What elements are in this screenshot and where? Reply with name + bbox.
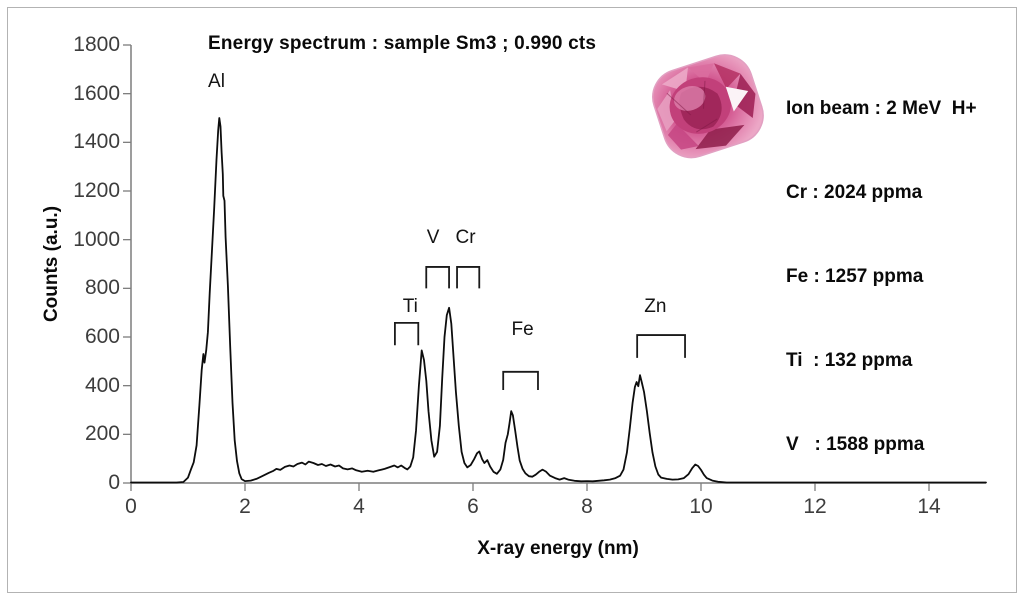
peak-bracket-v — [425, 266, 450, 289]
info-line-v: V : 1588 ppma — [786, 434, 925, 455]
x-tick-label: 8 — [581, 495, 593, 518]
peak-label-al: Al — [208, 70, 225, 92]
y-tick-label: 200 — [84, 422, 120, 446]
y-tick-label: 1800 — [73, 33, 120, 56]
y-tick-label: 1400 — [73, 130, 120, 154]
y-axis-title: Counts (a.u.) — [41, 205, 62, 323]
x-tick-label: 12 — [803, 495, 827, 518]
x-axis-title: X-ray energy (nm) — [477, 538, 639, 559]
gemstone-image — [652, 54, 764, 159]
peak-bracket-fe — [502, 370, 539, 391]
info-line-ion-beam: Ion beam : 2 MeV H+ — [786, 98, 977, 119]
ion-beam-info-panel: Ion beam : 2 MeV H+ Cr : 2024 ppma Fe : … — [786, 39, 977, 515]
y-tick-label: 1200 — [73, 179, 120, 202]
peak-label-ti: Ti — [402, 295, 418, 317]
peak-bracket-ti — [394, 321, 420, 346]
y-tick-label: 1000 — [73, 227, 120, 251]
y-tick-label: 600 — [84, 325, 120, 348]
chart-title: Energy spectrum : sample Sm3 ; 0.990 cts — [208, 33, 597, 54]
info-line-ti: Ti : 132 ppma — [786, 350, 913, 371]
peak-label-fe: Fe — [511, 318, 534, 340]
peak-label-zn: Zn — [644, 295, 667, 317]
x-tick-label: 4 — [353, 495, 365, 518]
peak-bracket-zn — [636, 334, 686, 358]
x-tick-label: 0 — [125, 495, 137, 518]
peak-bracket-cr — [456, 266, 481, 289]
y-tick-label: 1600 — [73, 81, 120, 105]
peak-label-cr: Cr — [455, 227, 476, 249]
y-tick-label: 0 — [108, 471, 120, 494]
info-line-cr: Cr : 2024 ppma — [786, 182, 923, 203]
x-tick-label: 14 — [917, 495, 941, 518]
x-tick-label: 2 — [239, 495, 251, 518]
x-tick-label: 10 — [689, 495, 713, 518]
info-line-fe: Fe : 1257 ppma — [786, 266, 924, 287]
y-tick-label: 400 — [84, 373, 120, 397]
peak-label-v: V — [426, 227, 440, 249]
y-tick-label: 800 — [84, 276, 120, 300]
x-tick-label: 6 — [467, 495, 479, 518]
